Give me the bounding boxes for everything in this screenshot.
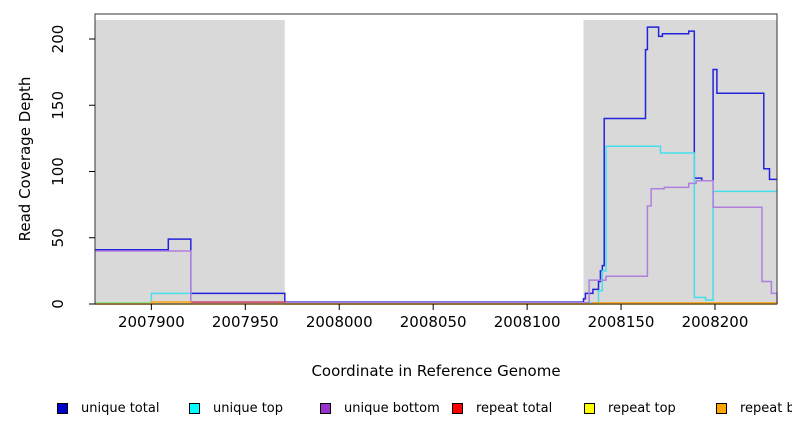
legend-label-unique-top: unique top	[213, 400, 284, 416]
x-tick-label: 2008000	[306, 313, 373, 331]
legend-swatch-unique-top	[189, 402, 200, 414]
legend-item-unique-bottom: unique bottom	[320, 398, 440, 418]
x-tick-label: 2007900	[118, 313, 185, 331]
legend-swatch-repeat-top	[584, 402, 595, 414]
legend-item-unique-total: unique total	[57, 398, 159, 418]
highlight-region	[95, 20, 285, 304]
y-tick-label: 50	[49, 228, 67, 247]
x-tick-label: 2008100	[494, 313, 561, 331]
legend-label-repeat-total: repeat total	[476, 400, 553, 416]
legend-label-unique-bottom: unique bottom	[344, 400, 440, 416]
y-axis-title: Read Coverage Depth	[16, 76, 34, 242]
x-axis-title: Coordinate in Reference Genome	[311, 362, 561, 380]
legend-label-repeat-bottom: repeat bottom	[740, 400, 792, 416]
legend-swatch-repeat-total	[452, 402, 463, 414]
highlight-region	[583, 20, 777, 304]
x-tick-label: 2007950	[212, 313, 279, 331]
x-tick-label: 2008200	[682, 313, 749, 331]
legend-label-repeat-top: repeat top	[608, 400, 676, 416]
legend-item-unique-top: unique top	[189, 398, 283, 418]
series-line-unique-total	[95, 26, 777, 303]
x-tick-label: 2008150	[588, 313, 655, 331]
legend-item-repeat-bottom: repeat bottom	[716, 398, 792, 418]
series-line-unique-bottom	[95, 180, 778, 304]
y-tick-label: 200	[49, 25, 67, 54]
legend-swatch-repeat-bottom	[716, 402, 727, 414]
y-tick-label: 100	[49, 157, 67, 186]
legend-swatch-unique-total	[57, 402, 68, 414]
legend: unique total unique top unique bottom repea…	[0, 398, 792, 422]
legend-item-repeat-top: repeat top	[584, 398, 676, 418]
plot-border	[94, 13, 778, 305]
y-tick-label: 150	[49, 91, 67, 120]
legend-item-repeat-total: repeat total	[452, 398, 552, 418]
y-tick-label: 0	[49, 299, 67, 309]
legend-label-unique-total: unique total	[81, 400, 160, 416]
legend-swatch-unique-bottom	[320, 402, 331, 414]
x-tick-label: 2008050	[400, 313, 467, 331]
